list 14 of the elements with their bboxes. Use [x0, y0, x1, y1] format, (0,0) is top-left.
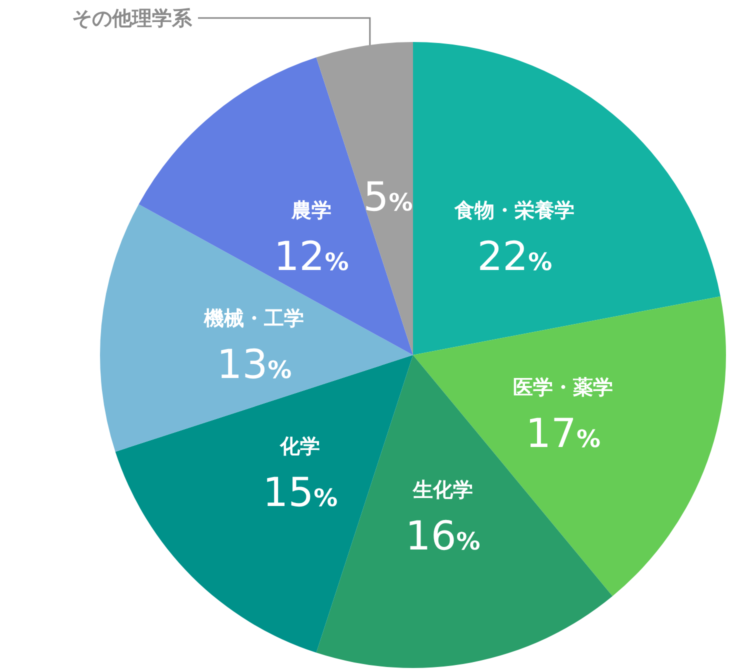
data-label: 13% [216, 342, 292, 388]
slice-label: 化学 [279, 434, 320, 458]
data-label: 15% [262, 470, 338, 516]
data-label: 12% [274, 234, 349, 280]
slice-label: 機械・工学 [203, 306, 304, 330]
data-label: 22% [477, 234, 552, 280]
slice-label: 医学・薬学 [513, 375, 614, 400]
data-label: 17% [526, 411, 601, 458]
slice-label: その他理学系 [72, 6, 193, 30]
slice-label: 生化学 [412, 478, 473, 502]
slice-label: 食物・栄養学 [454, 198, 575, 222]
data-label: 5% [363, 174, 413, 220]
data-label: 16% [405, 514, 480, 560]
slice-label: 農学 [290, 198, 332, 222]
